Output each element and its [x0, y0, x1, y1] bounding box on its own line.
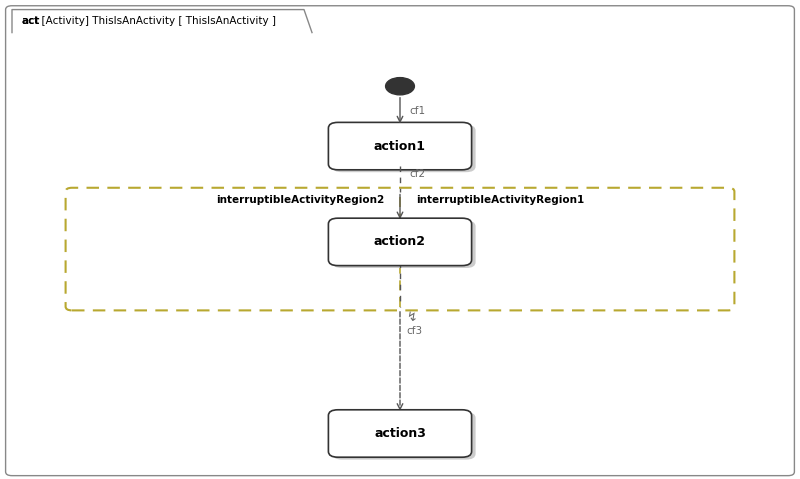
Text: interruptibleActivityRegion2: interruptibleActivityRegion2: [216, 195, 384, 205]
Text: action2: action2: [374, 235, 426, 249]
Text: action3: action3: [374, 427, 426, 440]
Text: interruptibleActivityRegion1: interruptibleActivityRegion1: [416, 195, 584, 205]
FancyBboxPatch shape: [6, 6, 794, 476]
FancyBboxPatch shape: [328, 123, 471, 170]
Circle shape: [386, 78, 414, 95]
Text: act: act: [22, 16, 40, 26]
Text: cf3: cf3: [406, 326, 422, 335]
Text: action1: action1: [374, 139, 426, 153]
FancyBboxPatch shape: [328, 218, 471, 265]
FancyBboxPatch shape: [333, 125, 475, 172]
Text: cf1: cf1: [410, 106, 426, 116]
FancyBboxPatch shape: [333, 412, 475, 460]
FancyBboxPatch shape: [328, 410, 471, 457]
Text: ↯: ↯: [406, 311, 417, 324]
Text: cf2: cf2: [410, 169, 426, 179]
FancyBboxPatch shape: [333, 220, 475, 268]
Text: act [Activity] ThisIsAnActivity [ ThisIsAnActivity ]: act [Activity] ThisIsAnActivity [ ThisIs…: [22, 16, 275, 26]
